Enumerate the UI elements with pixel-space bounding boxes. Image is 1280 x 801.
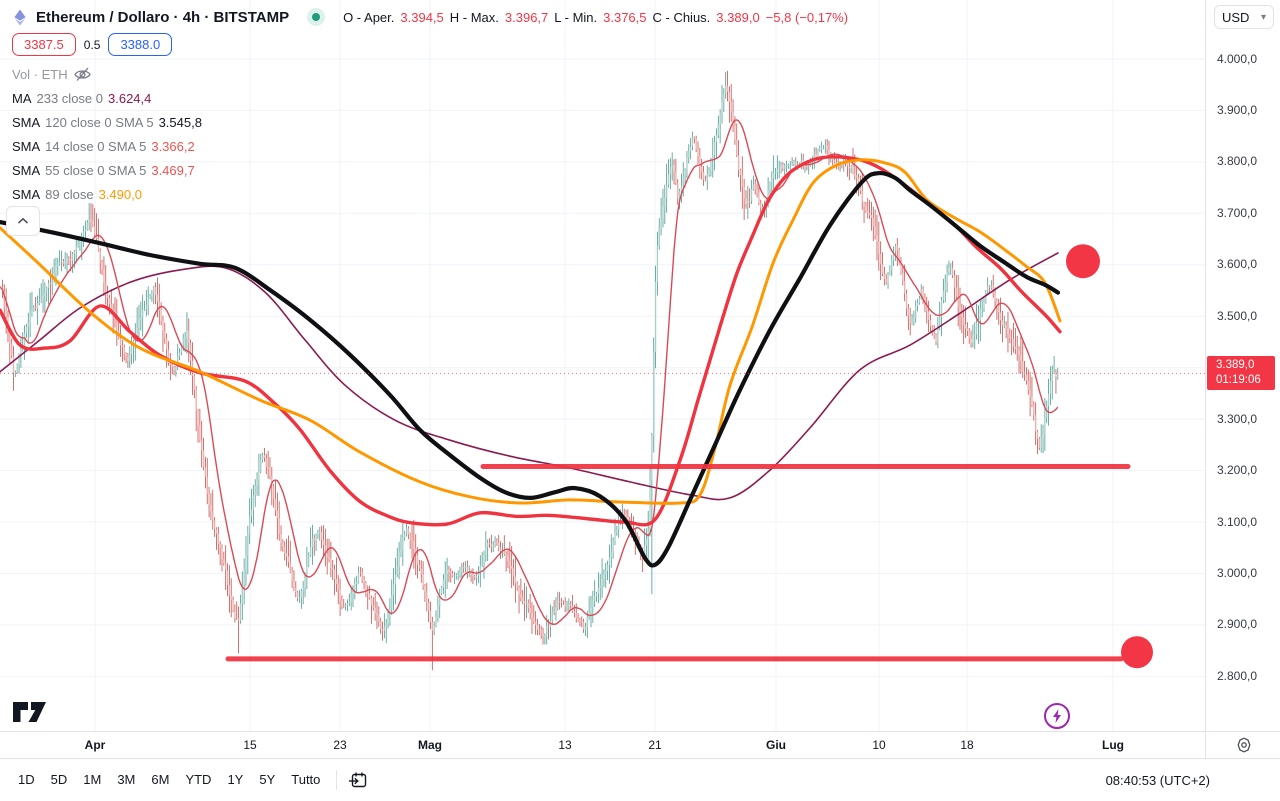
range-button-ytd[interactable]: YTD — [185, 772, 212, 787]
sma89-value: 3.490,0 — [98, 186, 142, 202]
chevron-up-icon — [17, 217, 29, 224]
calendar-arrow-icon — [349, 772, 367, 787]
range-buttons: 1D 5D 1M 3M 6M YTD 1Y 5Y Tutto — [10, 767, 328, 792]
legend-row-ma233[interactable]: MA 233 close 0 3.624,4 — [12, 90, 152, 106]
price-tick-label: 2.800,0 — [1217, 668, 1258, 683]
price-tick-label: 4.000,0 — [1217, 51, 1258, 66]
spread-value: 0.5 — [83, 37, 101, 52]
time-tick-label: 13 — [558, 738, 572, 752]
time-tick-label: Lug — [1102, 738, 1124, 752]
price-tick-label: 3.200,0 — [1217, 463, 1258, 478]
toolbar-divider — [336, 769, 338, 790]
circle-drawing[interactable] — [1066, 244, 1100, 279]
symbol-header: Ethereum / Dollaro · 4h · BITSTAMP O - A… — [12, 8, 848, 26]
legend-row-sma89[interactable]: SMA 89 close 3.490,0 — [12, 186, 142, 202]
range-button-tutto[interactable]: Tutto — [291, 772, 321, 787]
tradingview-logo[interactable] — [12, 699, 48, 730]
chart-pane[interactable]: Ethereum / Dollaro · 4h · BITSTAMP O - A… — [0, 0, 1205, 731]
time-tick-label: 21 — [648, 738, 662, 752]
open-value: 3.394,5 — [400, 9, 444, 25]
market-status-icon[interactable] — [307, 8, 326, 26]
gear-icon[interactable] — [1234, 735, 1254, 755]
range-button-6m[interactable]: 6M — [151, 772, 170, 787]
time-tick-label: Apr — [84, 738, 106, 752]
session-clock[interactable]: 08:40:53 (UTC+2) — [1105, 772, 1210, 788]
time-tick-label: Giu — [766, 738, 786, 752]
legend-row-sma120[interactable]: SMA 120 close 0 SMA 5 3.545,8 — [12, 114, 202, 130]
price-tick-label: 3.300,0 — [1217, 411, 1258, 426]
sma55-value: 3.469,7 — [151, 162, 195, 178]
bottom-toolbar: 1D 5D 1M 3M 6M YTD 1Y 5Y Tutto 08:40:53 (UTC+2) — [0, 758, 1280, 800]
bar-countdown: 01:19:06 — [1216, 374, 1261, 387]
last-price-value: 3.389,0 — [1216, 359, 1255, 372]
ma233-value: 3.624,4 — [108, 90, 152, 106]
range-button-1d[interactable]: 1D — [18, 772, 35, 787]
lightning-icon[interactable] — [1043, 702, 1071, 730]
collapse-legend-button[interactable] — [6, 206, 40, 236]
circle-drawing[interactable] — [1121, 636, 1153, 669]
price-tick-label: 3.800,0 — [1217, 154, 1258, 169]
currency-label: USD — [1222, 9, 1250, 25]
sma14-value: 3.366,2 — [151, 138, 195, 154]
range-button-1m[interactable]: 1M — [83, 772, 102, 787]
price-axis[interactable]: USD ▾ 3.389,0 01:19:06 4.000,0 3.900,0 3.8… — [1205, 0, 1280, 731]
legend-row-volume[interactable]: Vol · ETH — [12, 62, 202, 86]
close-label: C - Chius. — [652, 9, 711, 25]
chevron-down-icon: ▾ — [1260, 11, 1266, 23]
volume-label: Vol · ETH — [12, 66, 68, 82]
last-price-badge: 3.389,0 01:19:06 — [1207, 356, 1275, 391]
trade-buttons: 3387.5 0.5 3388.0 — [12, 33, 173, 56]
close-value: 3.389,0 — [716, 9, 760, 25]
range-button-5y[interactable]: 5Y — [259, 772, 276, 787]
currency-selector[interactable]: USD ▾ — [1214, 5, 1274, 29]
time-tick-label: 15 — [243, 738, 257, 752]
ohlc-values: O - Aper. 3.394,5 H - Max. 3.396,7 L - M… — [343, 10, 848, 25]
legend-row-sma14[interactable]: SMA 14 close 0 SMA 5 3.366,2 — [12, 138, 195, 154]
price-tick-label: 3.700,0 — [1217, 205, 1258, 220]
low-label: L - Min. — [554, 9, 598, 25]
price-tick-label: 3.600,0 — [1217, 257, 1258, 272]
high-label: H - Max. — [449, 9, 499, 25]
time-tick-label: 23 — [333, 738, 347, 752]
range-button-1y[interactable]: 1Y — [227, 772, 244, 787]
low-value: 3.376,5 — [603, 9, 647, 25]
time-tick-label: 18 — [960, 738, 974, 752]
buy-button[interactable]: 3388.0 — [108, 33, 173, 56]
axis-corner — [1205, 731, 1280, 758]
time-tick-label: 10 — [872, 738, 886, 752]
symbol-title[interactable]: Ethereum / Dollaro · 4h · BITSTAMP — [36, 8, 290, 26]
sell-button[interactable]: 3387.5 — [12, 33, 76, 56]
ethereum-icon — [14, 9, 26, 25]
range-button-3m[interactable]: 3M — [117, 772, 136, 787]
tradingview-logo-icon — [13, 702, 46, 722]
range-button-5d[interactable]: 5D — [50, 772, 68, 787]
open-label: O - Aper. — [343, 9, 395, 25]
sma120-value: 3.545,8 — [158, 114, 202, 130]
change-value: −5,8 (−0,17%) — [765, 9, 849, 25]
price-tick-label: 3.000,0 — [1217, 566, 1258, 580]
price-tick-label: 2.900,0 — [1217, 617, 1258, 632]
price-tick-label: 3.100,0 — [1217, 514, 1258, 529]
candlestick-chart[interactable] — [0, 0, 1205, 731]
time-axis[interactable]: Apr 15 23 Mag 13 21 Giu 10 18 Lug — [0, 731, 1205, 758]
time-tick-label: Mag — [418, 738, 442, 752]
indicator-legend: Vol · ETH MA 233 close 0 3.624,4 SMA 120… — [12, 62, 202, 206]
legend-row-sma55[interactable]: SMA 55 close 0 SMA 5 3.469,7 — [12, 162, 195, 178]
price-tick-label: 3.900,0 — [1217, 102, 1258, 117]
high-value: 3.396,7 — [504, 9, 549, 25]
eye-off-icon[interactable] — [73, 67, 92, 82]
goto-date-button[interactable] — [345, 767, 371, 793]
price-tick-label: 3.500,0 — [1217, 308, 1258, 323]
